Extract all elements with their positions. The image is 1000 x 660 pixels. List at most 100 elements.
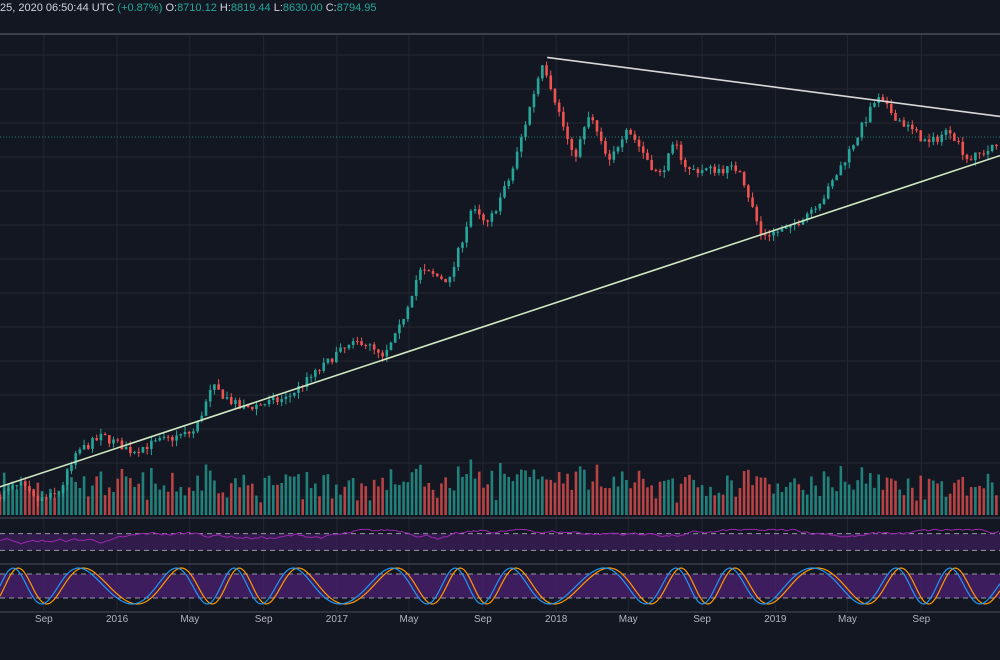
candle-body (906, 124, 910, 127)
x-tick-label: 2016 (106, 614, 129, 625)
volume-bar (864, 483, 868, 515)
candle-body (562, 111, 565, 127)
candle-body (503, 185, 506, 198)
candle-body (318, 370, 321, 372)
volume-bar (587, 489, 590, 515)
volume-bar (377, 486, 380, 515)
volume-bar (726, 475, 729, 515)
volume-bar (192, 490, 195, 515)
candle-body (730, 165, 733, 167)
candle-body (759, 221, 763, 235)
candle-body (763, 234, 767, 236)
candle-body (511, 168, 515, 181)
candle-body (305, 377, 309, 388)
candle-body (965, 154, 969, 160)
x-tick-label: Sep (912, 614, 930, 625)
x-tick-label: May (619, 614, 638, 625)
volume-bar (990, 482, 994, 515)
volume-bar (419, 464, 422, 515)
candle-body (898, 120, 902, 122)
header-low-label: L: (273, 2, 283, 14)
volume-bar (742, 471, 746, 515)
volume-bar (99, 471, 103, 515)
volume-bar (797, 484, 801, 515)
volume-bar (57, 490, 61, 515)
volume-bar (61, 486, 65, 515)
candle-body (616, 147, 620, 152)
volume-bar (688, 474, 691, 515)
candle-body (133, 451, 136, 454)
header-close: 8794.95 (336, 2, 377, 14)
header-high: 8819.44 (230, 2, 271, 14)
candle-body (120, 440, 124, 450)
candle-body (154, 440, 157, 442)
volume-bar (675, 502, 679, 515)
volume-bar (860, 467, 864, 515)
candle-body (839, 165, 843, 176)
volume-bar (389, 469, 393, 515)
candle-body (431, 271, 435, 274)
volume-bar (175, 491, 178, 515)
candle-body (61, 484, 65, 494)
volume-bar (196, 475, 199, 515)
candle-body (810, 209, 813, 214)
candle-body (995, 144, 998, 147)
volume-bar (234, 478, 237, 515)
candle-body (116, 439, 120, 441)
volume-bar (805, 494, 809, 515)
candle-body (625, 129, 628, 140)
volume-bar (402, 481, 405, 515)
volume-bar (974, 487, 977, 515)
volume-bar (473, 478, 477, 515)
volume-bar (747, 469, 750, 515)
volume-bar (944, 496, 948, 515)
candle-body (44, 497, 48, 499)
candle-body (482, 214, 485, 221)
volume-bar (570, 489, 574, 515)
volume-bar (494, 500, 498, 515)
volume-bar (482, 487, 485, 515)
volume-bar (120, 468, 124, 515)
candle-body (322, 362, 326, 371)
candle-body (53, 493, 56, 495)
candle-body (326, 358, 330, 363)
volume-bar (347, 480, 351, 515)
candle-body (528, 107, 532, 125)
volume-bar (789, 482, 792, 515)
candle-body (948, 130, 952, 134)
volume-bar (965, 495, 969, 515)
volume-bar (103, 495, 107, 515)
volume-bar (751, 485, 754, 515)
volume-bar (915, 500, 918, 515)
candle-body (229, 397, 233, 404)
volume-bar (250, 483, 254, 515)
volume-bar (335, 484, 338, 515)
trendline-support (0, 154, 1000, 488)
candle-body (894, 113, 897, 121)
candle-body (583, 127, 586, 140)
candle-body (911, 124, 914, 130)
volume-bar (440, 483, 443, 515)
volume-bar (86, 496, 90, 515)
candle-body (545, 65, 548, 76)
volume-bar (246, 485, 250, 515)
candle-body (662, 170, 666, 173)
candle-body (292, 392, 296, 396)
volume-bar (801, 489, 805, 515)
candle-body (667, 153, 670, 171)
volume-bar (768, 484, 771, 515)
volume-bar (225, 497, 229, 515)
candle-body (356, 341, 359, 343)
volume-bar (11, 481, 14, 515)
candle-body (961, 141, 965, 155)
volume-bar (919, 475, 923, 515)
volume-bar (936, 483, 939, 515)
candle-body (385, 349, 389, 357)
candle-body (330, 358, 334, 363)
candle-body (801, 220, 805, 225)
candle-body (314, 370, 317, 377)
candle-body (242, 405, 246, 409)
candle-body (124, 446, 128, 450)
candle-body (974, 152, 977, 161)
